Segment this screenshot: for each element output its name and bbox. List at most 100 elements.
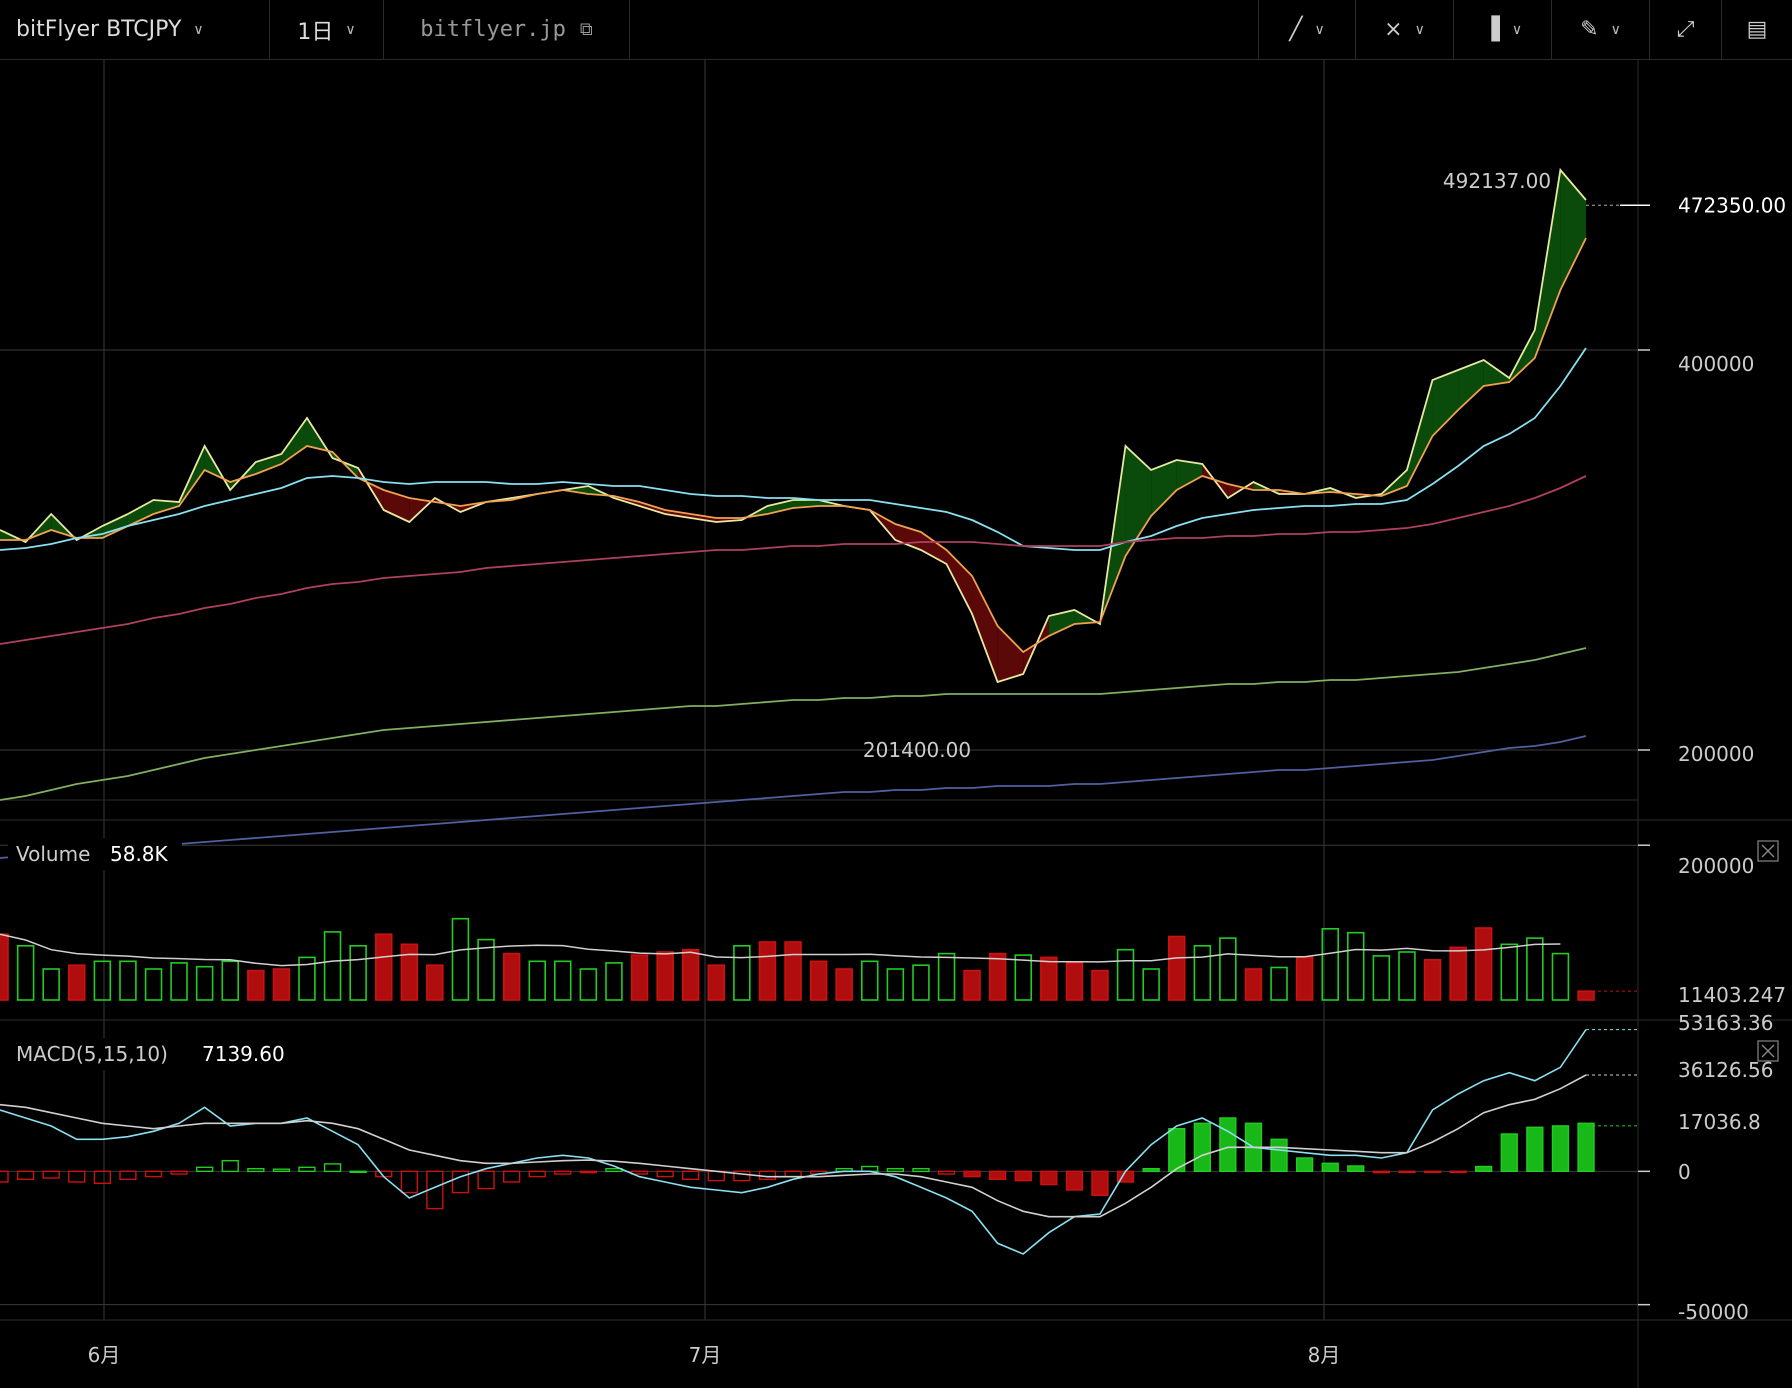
volume-bar-up xyxy=(1014,954,1032,1001)
compare-menu-button[interactable]: ⨯ ∨ xyxy=(1356,0,1454,59)
volume-bar-down xyxy=(1577,990,1595,1001)
histogram-bar-up xyxy=(1142,1167,1160,1173)
volume-bar-up xyxy=(195,965,214,1001)
chevron-down-icon: ∨ xyxy=(1314,21,1325,38)
histogram-bar-up xyxy=(221,1159,239,1173)
bar-type-menu-button[interactable]: ▐ ∨ xyxy=(1454,0,1552,59)
histogram-bar-down xyxy=(1398,1170,1416,1174)
histogram-bar-down xyxy=(1449,1170,1467,1174)
histogram-bar-down xyxy=(579,1170,598,1174)
site-label: bitflyer.jp xyxy=(420,17,566,42)
pencil-draw-icon: ✎ xyxy=(1580,17,1599,42)
cloud-segment-up xyxy=(1406,380,1433,486)
histogram-bar-down xyxy=(93,1170,112,1185)
price-low-label: 201400.00 xyxy=(863,738,971,762)
chart-toolbar: bitFlyer BTCJPY ∨ 1日 ∨ bitflyer.jp ⧉ ╱ ∨… xyxy=(0,0,1792,60)
cloud-segment-up xyxy=(102,514,128,538)
volume-last-label: 11403.247 xyxy=(1678,983,1786,1007)
volume-bar-down xyxy=(426,964,444,1001)
grid-lines xyxy=(0,60,1792,1388)
volume-bar-up xyxy=(605,962,623,1001)
signal-line xyxy=(0,1074,1587,1218)
macd-legend-bg xyxy=(8,1038,304,1070)
volume-bar-up xyxy=(451,917,470,1001)
cloud-segment-up xyxy=(1458,360,1484,410)
interval-selector[interactable]: 1日 ∨ xyxy=(270,0,384,59)
histogram-bar-up xyxy=(1193,1122,1212,1173)
histogram-bar-down xyxy=(1091,1170,1109,1197)
cloud-segment-up xyxy=(1534,170,1561,358)
month-label-jun: 6月 xyxy=(88,1343,121,1367)
ma-line-blue xyxy=(0,735,1587,859)
histogram-bar-down xyxy=(0,1170,9,1183)
histogram-bar-up xyxy=(272,1168,291,1172)
external-link-icon: ⧉ xyxy=(579,19,593,40)
volume-bar-up xyxy=(1219,937,1237,1001)
histogram-bar-down xyxy=(503,1170,521,1183)
site-link[interactable]: bitflyer.jp ⧉ xyxy=(384,0,630,59)
histogram-bar-down xyxy=(656,1170,674,1178)
volume-bar-up xyxy=(886,968,905,1001)
close-box xyxy=(1757,1040,1779,1062)
volume-bar-up xyxy=(733,944,751,1001)
interval-label: 1日 xyxy=(297,19,334,45)
volume-bar-up xyxy=(119,960,137,1001)
histogram-bar-up xyxy=(1321,1162,1339,1173)
histogram-bar-down xyxy=(554,1170,572,1175)
chart-settings-icon: ▤ xyxy=(1746,17,1768,42)
volume-bar-down xyxy=(1065,962,1084,1001)
macd-close-button[interactable] xyxy=(1757,1040,1779,1062)
histogram-bar-down xyxy=(144,1170,163,1178)
histogram-bar-up xyxy=(1474,1165,1493,1173)
volume-bar-up xyxy=(1193,944,1212,1001)
cloud-segment-down xyxy=(665,510,691,518)
cloud-segment-down xyxy=(946,550,973,614)
volume-bar-up xyxy=(93,960,112,1001)
volume-bar-down xyxy=(1244,968,1263,1001)
histogram-bar-down xyxy=(1423,1170,1442,1174)
histogram-bar-up xyxy=(1270,1138,1288,1173)
volume-value: 58.8K xyxy=(110,842,169,866)
histogram-bar-up xyxy=(323,1163,342,1173)
volume-bar-up xyxy=(42,968,60,1001)
volume-bar-up xyxy=(323,931,342,1001)
cloud-segment-down xyxy=(639,502,666,514)
volume-bar-up xyxy=(1347,931,1365,1001)
last-price-label: 472350.00 xyxy=(1678,193,1786,217)
line-indicator-icon: ╱ xyxy=(1289,17,1303,42)
histogram-last-label: 17036.8 xyxy=(1678,1110,1761,1134)
cloud-segment-up xyxy=(1432,370,1459,436)
volume-bar-up xyxy=(912,964,930,1001)
price-tick-label: 400000 xyxy=(1678,352,1754,376)
volume-bar-up xyxy=(1372,955,1391,1001)
volume-bar-up xyxy=(553,960,572,1001)
bar-type-icon: ▐ xyxy=(1482,17,1500,42)
volume-title: Volume xyxy=(16,842,90,866)
volume-bar-up xyxy=(170,962,188,1001)
volume-bar-down xyxy=(1449,946,1467,1001)
symbol-selector[interactable]: bitFlyer BTCJPY ∨ xyxy=(0,0,270,59)
volume-bar-down xyxy=(630,954,649,1001)
histogram-bar-down xyxy=(1040,1170,1058,1186)
chevron-down-icon: ∨ xyxy=(1511,21,1523,38)
histogram-bar-up xyxy=(1347,1165,1365,1173)
histogram-bar-down xyxy=(1014,1170,1032,1182)
cloud-segment-up xyxy=(153,500,180,514)
volume-bar-down xyxy=(272,968,291,1001)
cloud-segment-down xyxy=(920,532,947,564)
symbol-label: bitFlyer BTCJPY xyxy=(16,17,182,42)
cloud-segment-down xyxy=(690,514,717,522)
histogram-bar-up xyxy=(1577,1122,1595,1173)
volume-bar-up xyxy=(1142,968,1160,1001)
drawing-menu-button[interactable]: ✎ ∨ xyxy=(1552,0,1650,59)
cross-compare-icon: ⨯ xyxy=(1384,17,1403,42)
indicator-menu-button[interactable]: ╱ ∨ xyxy=(1258,0,1356,59)
chart-settings-button[interactable]: ▤ xyxy=(1722,0,1792,59)
fullscreen-button[interactable]: ⤢ xyxy=(1650,0,1722,59)
macd-zero-tick-label: 0 xyxy=(1678,1160,1691,1184)
volume-bar-down xyxy=(681,948,700,1001)
chart-canvas[interactable]: 492137.00 201400.00 472350.00 400000 200… xyxy=(0,60,1792,1388)
histogram-bar-down xyxy=(963,1170,981,1178)
cloud-segment-up xyxy=(1560,170,1586,290)
volume-close-button[interactable] xyxy=(1757,840,1779,862)
